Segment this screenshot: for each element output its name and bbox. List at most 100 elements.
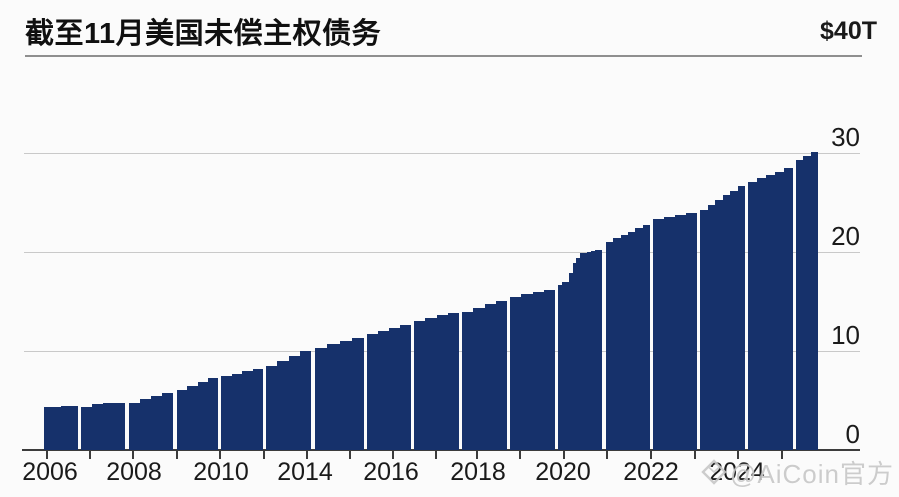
bar-group-14 xyxy=(653,213,697,450)
bar-group-15 xyxy=(700,186,745,450)
bar-group-12-seg-7 xyxy=(580,252,584,450)
bar-group-12-seg-6 xyxy=(576,257,581,450)
bar-group-06-seg-3 xyxy=(288,355,300,450)
bar-group-13-seg-5 xyxy=(635,227,643,450)
bar-group-09-seg-2 xyxy=(425,317,437,450)
x-axis-tick-3 xyxy=(132,450,134,459)
y-tick-label-20: 20 xyxy=(831,221,860,251)
x-axis-tick-6 xyxy=(263,450,265,459)
x-axis-tick-2 xyxy=(89,450,91,459)
bar-group-15-seg-1 xyxy=(700,209,708,450)
bar-group-03-seg-1 xyxy=(129,402,140,450)
bar-group-10 xyxy=(462,301,507,450)
bar-group-15-seg-2 xyxy=(707,204,715,450)
bar-group-13-seg-1 xyxy=(606,241,614,450)
bar-group-07-seg-2 xyxy=(327,343,340,450)
bar-group-09 xyxy=(414,313,459,450)
bar-group-07-seg-1 xyxy=(315,347,328,450)
bar-group-16-seg-1 xyxy=(748,181,757,450)
chart-title: 截至11月美国未偿主权债务 xyxy=(25,18,382,50)
x-axis-tick-17 xyxy=(737,450,739,459)
bar-group-12-seg-10 xyxy=(591,251,595,450)
bar-group-16-seg-4 xyxy=(775,171,784,450)
bar-group-07-seg-3 xyxy=(339,340,352,450)
bar-group-02-seg-4 xyxy=(114,403,125,450)
bar-group-08-seg-4 xyxy=(400,325,411,450)
bar-group-13-seg-4 xyxy=(627,231,636,450)
y-axis-max-label: $40T xyxy=(820,17,877,45)
bar-group-04-seg-4 xyxy=(207,378,218,450)
bar-group-12-seg-8 xyxy=(583,252,588,450)
x-tick-label-2018: 2018 xyxy=(450,458,506,486)
bar-group-11-seg-4 xyxy=(543,290,555,450)
y-tick-label-0: 0 xyxy=(845,419,860,449)
bar-group-14-seg-4 xyxy=(686,213,697,450)
x-axis-tick-14 xyxy=(606,450,608,459)
bar-group-10-seg-3 xyxy=(484,303,496,450)
x-axis-tick-10 xyxy=(435,450,437,459)
bar-group-01-seg-2 xyxy=(52,406,61,450)
bar-group-10-seg-2 xyxy=(473,307,485,450)
bar-group-05-seg-4 xyxy=(252,369,263,450)
x-axis-tick-15 xyxy=(650,450,652,459)
bar-group-01-seg-3 xyxy=(61,406,70,450)
bar-group-13-seg-2 xyxy=(613,237,621,450)
bar-group-12-seg-1 xyxy=(558,284,562,450)
x-axis-tick-12 xyxy=(519,450,521,459)
x-axis-tick-5 xyxy=(219,450,221,459)
bar-group-10-seg-4 xyxy=(495,301,507,450)
bar-group-11-seg-3 xyxy=(532,291,544,450)
bar-group-02-seg-1 xyxy=(81,407,92,450)
y-tick-label-30: 30 xyxy=(831,122,860,152)
bar-group-05-seg-1 xyxy=(221,375,232,450)
bar-group-03-seg-2 xyxy=(140,399,151,450)
bar-group-01-seg-1 xyxy=(44,406,53,450)
bar-group-03-seg-3 xyxy=(151,395,162,450)
bar-group-06-seg-2 xyxy=(277,360,289,450)
watermark-text: @AiCoin官方 xyxy=(730,458,894,489)
bar-group-09-seg-4 xyxy=(447,313,459,450)
bar-group-02 xyxy=(81,403,125,450)
bar-group-04-seg-2 xyxy=(187,385,198,450)
bar-group-13-seg-3 xyxy=(620,234,628,450)
header-rule xyxy=(25,55,862,57)
x-axis-tick-11 xyxy=(476,450,478,459)
bar-group-05 xyxy=(221,369,263,450)
bar-group-16-seg-5 xyxy=(784,168,793,450)
x-tick-label-2020: 2020 xyxy=(535,458,591,486)
x-axis-tick-18 xyxy=(781,450,783,459)
bar-group-09-seg-3 xyxy=(436,315,448,450)
bar-group-04-seg-3 xyxy=(197,381,208,450)
x-axis-tick-9 xyxy=(392,450,394,459)
bar-group-08-seg-3 xyxy=(389,327,400,450)
x-tick-label-2024: 2024 xyxy=(709,458,765,486)
x-tick-label-2022: 2022 xyxy=(623,458,679,486)
bar-group-06-seg-1 xyxy=(266,365,278,450)
bar-group-01 xyxy=(44,406,78,450)
bar-group-15-seg-6 xyxy=(737,186,745,450)
bar-group-13 xyxy=(606,225,650,450)
gridline-20 xyxy=(24,252,860,253)
bar-group-03 xyxy=(129,393,173,450)
bar-group-16-seg-2 xyxy=(757,177,766,450)
bar-group-05-seg-3 xyxy=(242,370,253,450)
bar-group-04-seg-1 xyxy=(177,389,188,450)
bar-group-13-seg-6 xyxy=(642,225,650,450)
x-tick-label-2006: 2006 xyxy=(22,458,78,486)
x-tick-label-2014: 2014 xyxy=(277,458,333,486)
bar-group-09-seg-1 xyxy=(414,320,426,450)
bar-group-15-seg-4 xyxy=(722,194,730,450)
x-axis-tick-1 xyxy=(46,450,48,459)
bar-group-03-seg-4 xyxy=(162,393,173,450)
bar-group-07 xyxy=(315,338,364,450)
x-axis-line xyxy=(22,449,860,451)
bar-group-11 xyxy=(510,290,555,450)
bar-group-06-seg-4 xyxy=(299,351,311,450)
bar-group-14-seg-3 xyxy=(675,214,686,450)
bar-group-11-seg-1 xyxy=(510,296,522,450)
bar-group-16 xyxy=(748,168,793,450)
bar-group-07-seg-4 xyxy=(351,338,364,450)
x-axis-tick-4 xyxy=(176,450,178,459)
bar-group-15-seg-3 xyxy=(715,199,723,450)
bar-group-12-seg-5 xyxy=(572,262,577,450)
